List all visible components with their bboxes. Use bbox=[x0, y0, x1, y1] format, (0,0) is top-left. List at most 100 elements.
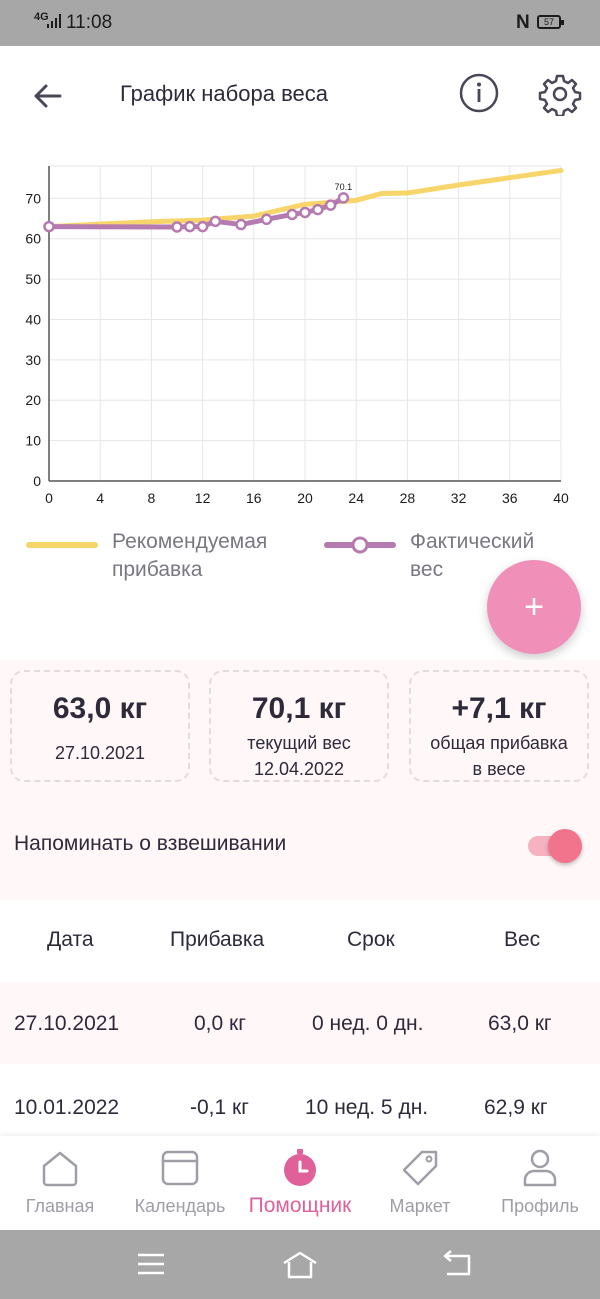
tab-assistant[interactable]: Помощник bbox=[240, 1136, 360, 1230]
y-tick-label: 60 bbox=[25, 231, 41, 247]
actual-weight-point bbox=[260, 213, 273, 226]
x-tick-label: 28 bbox=[400, 490, 416, 506]
y-tick-label: 70 bbox=[25, 190, 41, 206]
legend-actual: Фактический вес bbox=[324, 528, 570, 584]
system-nav-bar bbox=[0, 1230, 600, 1299]
y-tick-label: 40 bbox=[25, 311, 41, 327]
actual-weight-point bbox=[286, 208, 298, 221]
actual-weight-point bbox=[299, 206, 311, 219]
back-nav-icon[interactable] bbox=[441, 1250, 473, 1278]
table-header: Дата Прибавка Срок Вес bbox=[0, 900, 600, 980]
y-tick-label: 30 bbox=[25, 352, 41, 368]
y-tick-label: 50 bbox=[25, 271, 41, 287]
profile-icon bbox=[523, 1149, 557, 1187]
tab-market[interactable]: Маркет bbox=[360, 1136, 480, 1230]
actual-weight-point bbox=[337, 192, 350, 204]
status-time: 11:08 bbox=[66, 12, 113, 33]
row-date: 27.10.2021 bbox=[14, 1012, 120, 1035]
add-weight-button[interactable]: + bbox=[487, 560, 581, 654]
current-weight-value: 70,1 кг bbox=[251, 692, 347, 725]
x-tick-label: 36 bbox=[502, 490, 518, 506]
nfc-icon: N bbox=[516, 12, 530, 33]
calendar-icon bbox=[161, 1150, 199, 1186]
assistant-clock-icon bbox=[284, 1149, 316, 1186]
back-arrow-icon[interactable] bbox=[28, 76, 68, 116]
total-gain-label-1: общая прибавка bbox=[430, 733, 568, 753]
tab-calendar[interactable]: Календарь bbox=[120, 1136, 240, 1230]
legend-recommended-swatch bbox=[26, 542, 98, 548]
row-gain: 0,0 кг bbox=[194, 1012, 246, 1035]
chart-legend: Рекомендуемая прибавка Фактический вес bbox=[0, 520, 600, 600]
header-term: Срок bbox=[347, 928, 395, 951]
toggle-knob bbox=[548, 829, 582, 863]
actual-weight-point bbox=[312, 203, 324, 216]
tag-icon bbox=[402, 1150, 438, 1186]
tab-home[interactable]: Главная bbox=[0, 1136, 120, 1230]
info-icon[interactable] bbox=[458, 72, 500, 114]
page-title: График набора веса bbox=[120, 81, 328, 106]
summary-section: 63,0 кг 27.10.2021 70,1 кг текущий вес 1… bbox=[0, 660, 600, 900]
start-weight-value: 63,0 кг bbox=[52, 692, 148, 725]
home-icon bbox=[42, 1151, 78, 1187]
header-weight: Вес bbox=[504, 928, 541, 951]
legend-recommended-label: Рекомендуемая прибавка bbox=[112, 530, 268, 581]
battery-icon: 57 bbox=[537, 15, 564, 29]
gear-icon[interactable] bbox=[538, 72, 582, 116]
actual-weight-point bbox=[171, 221, 183, 233]
reminder-label: Напоминать о взвешивании bbox=[14, 832, 287, 855]
row-weight: 63,0 кг bbox=[488, 1012, 552, 1035]
x-tick-label: 0 bbox=[45, 490, 53, 506]
x-tick-label: 24 bbox=[348, 490, 364, 506]
total-gain-value: +7,1 кг bbox=[451, 692, 547, 725]
x-tick-label: 16 bbox=[246, 490, 262, 506]
row-weight: 62,9 кг bbox=[484, 1096, 548, 1119]
legend-actual-label: Фактический вес bbox=[410, 530, 535, 581]
menu-icon[interactable] bbox=[136, 1250, 166, 1278]
weight-table: Дата Прибавка Срок Вес 27.10.2021 0,0 кг… bbox=[0, 900, 600, 1146]
actual-weight-point bbox=[209, 215, 222, 228]
tab-profile-label: Профиль bbox=[501, 1196, 579, 1216]
weight-gain-chart: 0 4 8 12 16 20 24 28 32 36 40 0 10 20 30 40 50 60 70 70.1 bbox=[25, 165, 569, 506]
current-weight-card: 70,1 кг текущий вес 12.04.2022 bbox=[209, 670, 389, 782]
start-weight-card: 63,0 кг 27.10.2021 bbox=[10, 670, 190, 782]
table-row[interactable]: 10.01.2022 -0,1 кг 10 нед. 5 дн. 62,9 кг bbox=[0, 1064, 600, 1146]
current-weight-label: текущий вес bbox=[247, 733, 351, 753]
actual-weight-point bbox=[184, 220, 196, 233]
x-tick-label: 32 bbox=[451, 490, 467, 506]
tab-home-label: Главная bbox=[25, 1196, 95, 1216]
header-gain: Прибавка bbox=[170, 928, 265, 951]
status-bar: 4G 11:08 N 57 bbox=[0, 0, 600, 46]
y-tick-label: 20 bbox=[25, 392, 41, 408]
bottom-tab-bar: Главная Календарь Помощник Маркет Профил… bbox=[0, 1136, 600, 1230]
legend-actual-swatch bbox=[324, 536, 396, 554]
x-tick-label: 40 bbox=[553, 490, 569, 506]
x-tick-label: 12 bbox=[195, 490, 211, 506]
row-gain: -0,1 кг bbox=[190, 1096, 249, 1119]
app-header: График набора веса bbox=[0, 46, 600, 146]
y-tick-label: 10 bbox=[25, 433, 41, 449]
actual-weight-point bbox=[235, 218, 247, 231]
current-weight-date: 12.04.2022 bbox=[253, 759, 345, 779]
tab-market-label: Маркет bbox=[389, 1196, 451, 1216]
x-tick-label: 8 bbox=[148, 490, 156, 506]
y-tick-label: 0 bbox=[33, 473, 41, 489]
row-term: 10 нед. 5 дн. bbox=[305, 1096, 429, 1119]
row-date: 10.01.2022 bbox=[14, 1096, 120, 1119]
x-tick-label: 20 bbox=[297, 490, 313, 506]
start-weight-date: 27.10.2021 bbox=[54, 743, 146, 763]
actual-weight-point bbox=[324, 199, 337, 211]
data-label: 70.1 bbox=[335, 182, 353, 192]
tab-calendar-label: Календарь bbox=[134, 1196, 226, 1216]
total-gain-card: +7,1 кг общая прибавка в весе bbox=[409, 670, 589, 782]
legend-recommended: Рекомендуемая прибавка bbox=[26, 528, 302, 584]
table-row[interactable]: 27.10.2021 0,0 кг 0 нед. 0 дн. 63,0 кг bbox=[0, 982, 600, 1064]
home-nav-icon[interactable] bbox=[281, 1250, 319, 1280]
total-gain-label-2: в весе bbox=[472, 759, 526, 779]
actual-weight-point bbox=[43, 220, 55, 233]
actual-weight-point bbox=[196, 220, 209, 233]
tab-assistant-label: Помощник bbox=[248, 1194, 352, 1217]
reminder-toggle[interactable] bbox=[528, 829, 582, 863]
row-term: 0 нед. 0 дн. bbox=[312, 1012, 424, 1035]
x-tick-label: 4 bbox=[96, 490, 104, 506]
tab-profile[interactable]: Профиль bbox=[480, 1136, 600, 1230]
